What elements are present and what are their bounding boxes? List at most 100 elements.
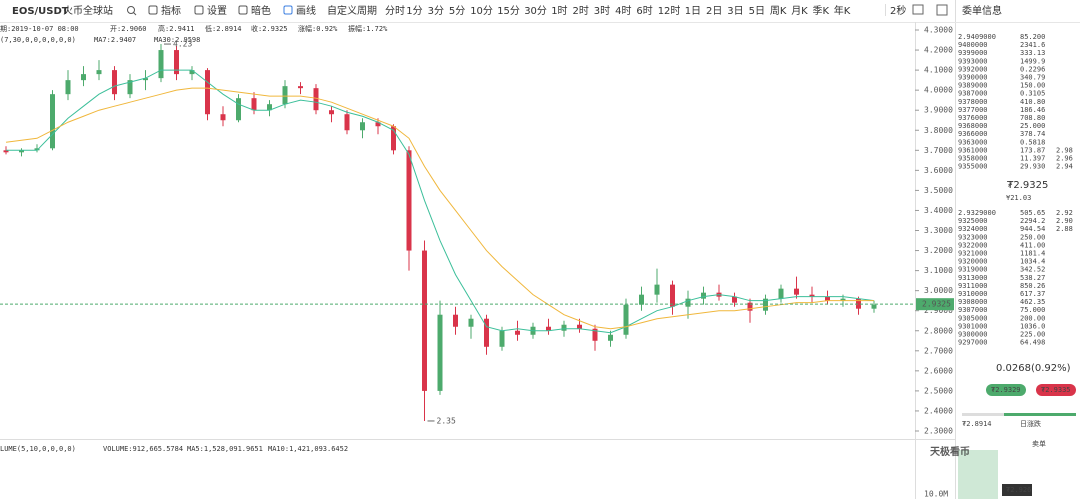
volume-axis-label: 10.0M [924, 490, 948, 499]
tool[interactable]: 暗色 [251, 4, 271, 17]
change: 0.0268(0.92%) [996, 363, 1071, 374]
info: 振幅:1.72% [348, 24, 388, 33]
candle-body [50, 94, 55, 149]
book-amount: 150.00 [1020, 82, 1045, 90]
candle-body [174, 50, 179, 75]
interval[interactable]: 6时 [636, 5, 652, 17]
interval[interactable]: 1时 [551, 5, 567, 17]
tab[interactable]: 卖单 [1032, 439, 1046, 448]
book-amount: 538.27 [1020, 274, 1045, 282]
candle-body [546, 326, 551, 331]
candle-body [732, 296, 737, 303]
interval[interactable]: 2日 [706, 6, 722, 17]
interval[interactable]: 10分 [470, 5, 493, 17]
interval[interactable]: 年K [834, 4, 851, 17]
book-amount: 708.80 [1020, 114, 1045, 122]
candle-body [205, 70, 210, 115]
book-amount: 505.65 [1020, 209, 1045, 217]
tool[interactable]: 画线 [296, 4, 316, 17]
interval[interactable]: 5日 [749, 6, 765, 17]
book-amount: 410.80 [1020, 98, 1045, 106]
candle-body [406, 150, 412, 251]
interval[interactable]: 3分 [428, 5, 444, 17]
candle-body [344, 114, 350, 131]
book-price: 9321000 [958, 250, 988, 258]
candle-body [96, 70, 102, 75]
candle-body [685, 298, 691, 307]
interval[interactable]: 季K [813, 5, 830, 17]
book-price: 9320000 [958, 258, 988, 266]
sell-button[interactable] [1036, 384, 1076, 396]
camera-icon[interactable] [912, 4, 924, 15]
candle-body [422, 250, 427, 391]
book-price: 9301000 [958, 322, 988, 330]
y-tick-label: 3.3000 [924, 226, 953, 235]
tool[interactable]: 设置 [207, 5, 227, 17]
interval[interactable]: 3时 [594, 5, 610, 17]
interval[interactable]: 15分 [497, 5, 520, 17]
interval[interactable]: 月K [791, 5, 808, 17]
book-amount: 11.397 [1020, 155, 1045, 163]
interval[interactable]: 3日 [727, 6, 743, 17]
book-price: 9393000 [958, 57, 988, 65]
fullscreen-icon[interactable] [936, 4, 948, 16]
book-price: 9366000 [958, 130, 988, 138]
tool-icon [148, 5, 158, 15]
interval[interactable]: 2时 [573, 5, 589, 17]
book-price: 9363000 [958, 138, 988, 146]
candle-body [189, 70, 195, 75]
tool[interactable]: 自定义周期 [327, 4, 377, 17]
last-price: ₮2.9325 [1007, 180, 1048, 191]
buy-button[interactable] [986, 384, 1026, 396]
book-price: 2.9329000 [958, 209, 996, 217]
candle-body [856, 298, 861, 309]
ma-legend: MA7:2.9407 [94, 36, 136, 44]
interval[interactable]: 4时 [615, 5, 631, 17]
interval[interactable]: 周K [770, 5, 787, 17]
sell-price[interactable]: ₮2.9335 [1041, 386, 1071, 394]
buy-price[interactable]: ₮2.9329 [991, 386, 1021, 394]
candle-body [34, 148, 40, 151]
book-amount: 378.74 [1020, 130, 1045, 138]
candle-body [840, 298, 846, 301]
candle-body [499, 330, 505, 347]
interval[interactable]: 5分 [449, 5, 465, 17]
book-price: 9324000 [958, 225, 988, 233]
book-amount: 1034.4 [1020, 258, 1045, 266]
depth-label: 2.88 [1056, 225, 1073, 233]
y-tick-label: 4.0000 [924, 86, 953, 95]
book-price: 9377000 [958, 106, 988, 114]
tool[interactable]: 指标 [161, 4, 181, 17]
volume-legend: MA10:1,421,093.6452 [268, 445, 348, 453]
book-amount: 75.000 [1020, 306, 1045, 314]
book-amount: 0.5818 [1020, 138, 1045, 146]
search-icon[interactable] [127, 6, 135, 14]
book-price: 9319000 [958, 266, 988, 274]
interval[interactable]: 12时 [658, 5, 681, 17]
book-price: 9355000 [958, 163, 988, 171]
info: 低:2.8914 [205, 24, 242, 33]
symbol[interactable]: EOS/USDT [12, 6, 69, 17]
book-price: 9300000 [958, 331, 988, 339]
interval[interactable]: 30分 [524, 5, 547, 17]
candle-body [515, 330, 520, 335]
tool-icon [238, 5, 248, 15]
book-price: 9390000 [958, 74, 988, 82]
interval[interactable]: 1分 [406, 5, 422, 17]
interval[interactable]: 1日 [685, 6, 701, 17]
book-amount: 2294.2 [1020, 217, 1045, 225]
y-tick-label: 4.3000 [924, 26, 953, 35]
interval[interactable]: 分时 [385, 5, 405, 17]
candle-body [608, 334, 613, 341]
candle-body [437, 314, 443, 391]
book-amount: 0.2296 [1020, 65, 1045, 73]
y-tick-label: 3.0000 [924, 286, 953, 295]
candle-body [794, 288, 799, 295]
ma-legend: (7,30,0,0,0,0,0,0) [0, 36, 76, 44]
y-tick-label: 3.8000 [924, 126, 953, 135]
book-amount: 2341.6 [1020, 41, 1045, 49]
candle-body [468, 318, 474, 327]
refresh[interactable]: 2秒 [890, 4, 906, 17]
